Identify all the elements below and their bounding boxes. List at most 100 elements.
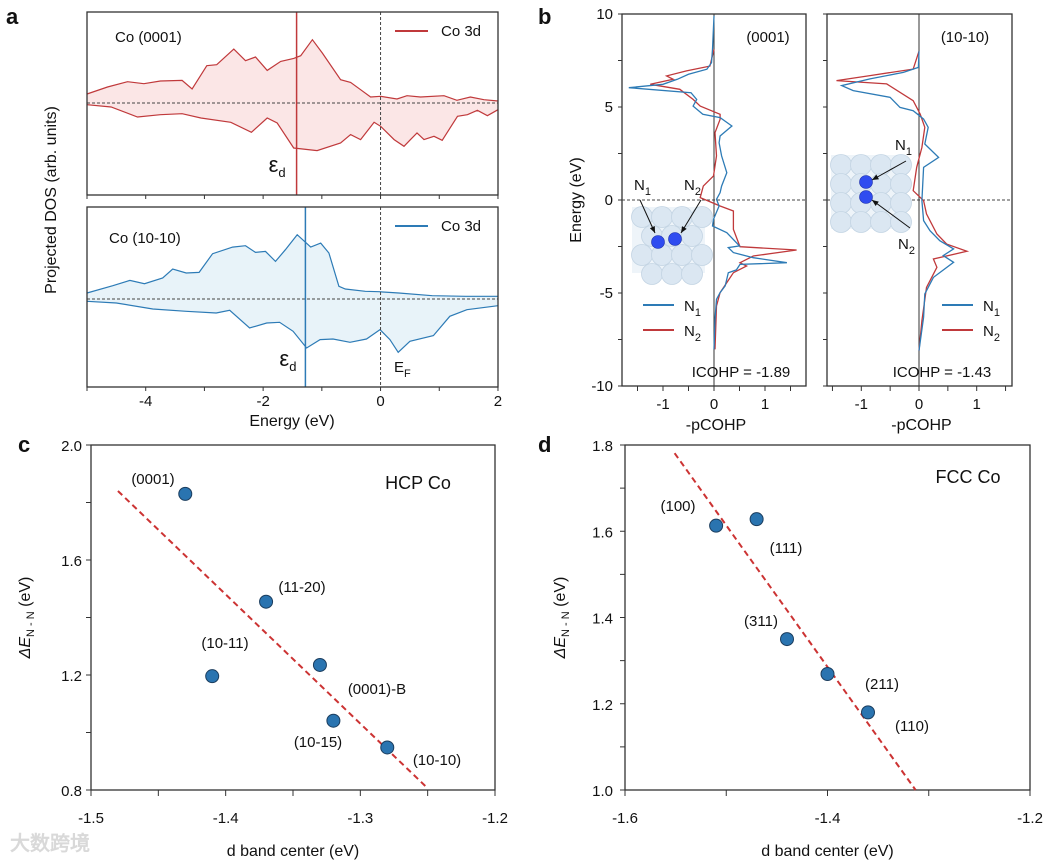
point-label: (211) [865,676,899,693]
dos-curve-spin-down [86,300,499,354]
x-tick-label: -2 [256,393,269,410]
co-atom [870,154,892,176]
chart-title: HCP Co [385,473,451,493]
legend-label-sub: 1 [994,307,1000,319]
dos-curve-spin-up [86,38,499,102]
x-tick-label: 0 [710,396,718,413]
d-subscript: d [289,359,296,374]
legend-label: N1 [684,298,701,319]
cohp-curve-n1 [628,15,787,350]
x-tick-label: -1.4 [213,810,239,827]
data-point [820,666,835,681]
x-tick-label: -1.4 [815,810,841,827]
legend-label-sub: 2 [994,332,1000,344]
co-atom [890,173,912,195]
d-band-center-label: εd [279,346,296,374]
co-atom [681,225,703,247]
x-tick-label: 0 [915,396,923,413]
dos-fill-up [87,39,498,103]
co-atom [631,206,653,228]
y-tick-label: -5 [600,285,613,302]
cohp-curve-n2 [836,50,970,351]
y-tick-label: 2.0 [61,438,82,455]
linear-fit-line [673,452,917,791]
y-axis-label: ΔEN - N (eV) [17,577,37,660]
panel-letter-d: d [538,432,551,457]
y-tick-label: 10 [596,6,613,23]
x-axis-label: -pCOHP [686,417,746,434]
co-atom [641,263,663,285]
point-label: (111) [770,540,803,557]
legend-label-main: N [684,323,695,340]
y-axis-label-sub: N - N [25,611,37,637]
data-point [780,632,794,647]
data-point [205,669,220,684]
x-tick-label: -1.5 [78,810,104,827]
y-axis-label-sub: N - N [560,611,572,637]
point-label: (11-20) [278,579,325,596]
d-band-center-label: εd [269,152,286,180]
arrow-line [871,160,907,181]
point-label: (10-10) [413,752,461,769]
arrow-head [681,226,687,233]
legend-label: N2 [983,323,1000,344]
arrow-head [872,200,879,206]
data-point [709,518,724,533]
co-atom [830,192,852,214]
y-axis-label-suffix: (eV) [17,577,34,612]
legend-label-main: N [983,323,994,340]
nitrogen-atom [859,190,873,204]
point-label: (0001)-B [348,681,406,698]
legend-label-main: N [684,298,695,315]
epsilon-symbol: ε [279,346,289,371]
y-axis-label-prefix: ΔE [17,637,34,660]
plot-frame [86,206,499,388]
atom-label: N2 [898,236,915,257]
atom-label-sub: 1 [906,146,912,158]
d-subscript: d [278,165,285,180]
data-point [326,713,341,728]
chart-title: FCC Co [935,467,1000,487]
co-atom [671,206,693,228]
atom-label-main: N [898,236,909,253]
atom-label-sub: 2 [909,245,915,257]
co-atom [890,192,912,214]
subplot-title: Co (10-10) [109,230,181,247]
icohp-value: ICOHP = -1.43 [893,364,992,381]
x-tick-label: -4 [139,393,152,410]
co-atom [850,154,872,176]
data-point [312,657,327,672]
nitrogen-atom [859,175,873,189]
legend-label-sub: 1 [695,307,701,319]
nitrogen-atom [668,232,682,246]
y-axis-label: Energy (eV) [568,157,585,242]
x-tick-label: -1.6 [612,810,638,827]
x-tick-label: 1 [973,396,981,413]
dos-fill-up [87,234,498,299]
y-tick-label: 1.2 [61,668,82,685]
x-axis-label: -pCOHP [891,417,951,434]
co-atom [830,173,852,195]
subplot-title: (10-10) [941,29,989,46]
y-tick-label: 1.0 [592,783,613,800]
panel-letter-b: b [538,4,551,29]
dos-fill-down [87,299,498,353]
point-label: (10-15) [294,734,342,751]
legend-label: Co 3d [441,23,481,40]
fermi-label: EF [394,359,411,380]
atom-label-main: N [684,177,695,194]
co-atom [830,211,852,233]
y-tick-label: 1.6 [61,553,82,570]
icohp-value: ICOHP = -1.89 [692,364,791,381]
co-atom [830,154,852,176]
plot-frame [86,11,499,196]
atom-label-main: N [634,177,645,194]
atom-label: N1 [634,177,651,198]
y-tick-label: 1.8 [592,438,613,455]
legend-label-main: N [983,298,994,315]
co-atom [631,244,653,266]
atom-label-sub: 1 [645,186,651,198]
data-point [178,486,193,501]
